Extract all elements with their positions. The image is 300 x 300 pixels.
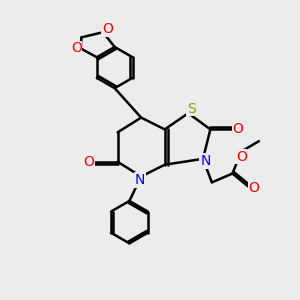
Text: O: O [232,122,243,136]
Text: N: N [200,154,211,168]
Text: N: N [134,173,145,187]
Text: O: O [83,155,94,169]
Text: O: O [248,181,260,195]
Text: O: O [236,150,247,164]
Text: O: O [102,22,113,36]
Text: S: S [187,102,196,116]
Text: O: O [71,41,82,56]
